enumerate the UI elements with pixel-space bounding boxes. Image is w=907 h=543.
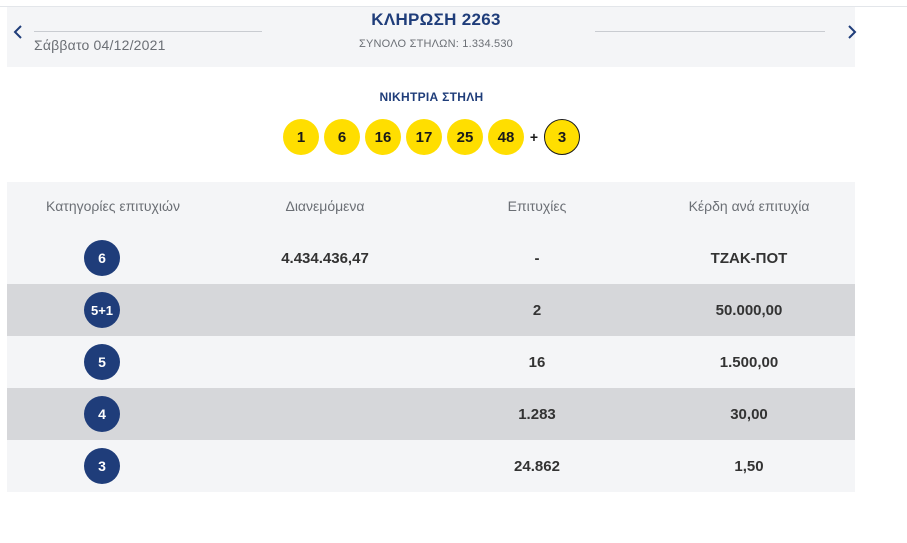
winners-cell: - [534, 249, 540, 267]
number-ball: 6 [324, 119, 360, 155]
header-rule-left [34, 31, 262, 32]
total-columns: ΣΥΝΟΛΟ ΣΤΗΛΩΝ: 1.334.530 [359, 38, 513, 50]
draw-header: Σάββατο 04/12/2021 ΚΛΗΡΩΣΗ 2263 ΣΥΝΟΛΟ Σ… [7, 7, 857, 67]
prize-cell: 1.500,00 [719, 353, 779, 371]
category-badge: 3 [84, 448, 120, 484]
winners-cell: 16 [528, 353, 546, 371]
chevron-left-icon [13, 25, 22, 39]
distributed-cell: 4.434.436,47 [281, 249, 369, 267]
chevron-right-icon [848, 25, 857, 39]
prize-results-table: Κατηγορίες επιτυχιών Διανεμόμενα Επιτυχί… [7, 182, 855, 492]
prize-cell: 1,50 [734, 457, 764, 475]
number-ball: 48 [488, 119, 524, 155]
header-categories: Κατηγορίες επιτυχιών [46, 198, 180, 214]
number-ball: 17 [406, 119, 442, 155]
table-row: 5+1 2 50.000,00 [7, 284, 855, 336]
header-winners: Επιτυχίες [507, 198, 567, 214]
header-rule-right [595, 31, 825, 32]
header-distributed: Διανεμόμενα [285, 198, 365, 214]
next-draw-button[interactable] [843, 21, 861, 43]
category-badge: 6 [84, 240, 120, 276]
plus-sign: + [529, 129, 539, 145]
winners-cell: 24.862 [514, 457, 560, 475]
table-header: Κατηγορίες επιτυχιών Διανεμόμενα Επιτυχί… [7, 182, 855, 232]
number-ball: 25 [447, 119, 483, 155]
header-prize: Κέρδη ανά επιτυχία [688, 198, 810, 214]
number-ball: 16 [365, 119, 401, 155]
top-divider [0, 6, 907, 7]
prize-cell: 30,00 [730, 405, 768, 423]
previous-draw-button[interactable] [9, 21, 27, 43]
draw-title: ΚΛΗΡΩΣΗ 2263 [371, 10, 501, 29]
category-badge: 4 [84, 396, 120, 432]
table-row: 6 4.434.436,47 - ΤΖΑΚ-ΠΟΤ [7, 232, 855, 284]
winning-column-label: ΝΙΚΗΤΡΙΑ ΣΤΗΛΗ [379, 90, 484, 104]
table-row: 4 1.283 30,00 [7, 388, 855, 440]
draw-date: Σάββατο 04/12/2021 [34, 37, 166, 53]
winners-cell: 1.283 [518, 405, 556, 423]
table-row: 3 24.862 1,50 [7, 440, 855, 492]
joker-ball: 3 [544, 119, 580, 155]
number-ball: 1 [283, 119, 319, 155]
winners-cell: 2 [532, 301, 542, 319]
prize-cell: ΤΖΑΚ-ΠΟΤ [710, 249, 788, 267]
prize-cell: 50.000,00 [715, 301, 783, 319]
category-badge: 5+1 [84, 292, 120, 328]
category-badge: 5 [84, 344, 120, 380]
table-row: 5 16 1.500,00 [7, 336, 855, 388]
winning-numbers: 1 6 16 17 25 48 + 3 [283, 119, 580, 155]
